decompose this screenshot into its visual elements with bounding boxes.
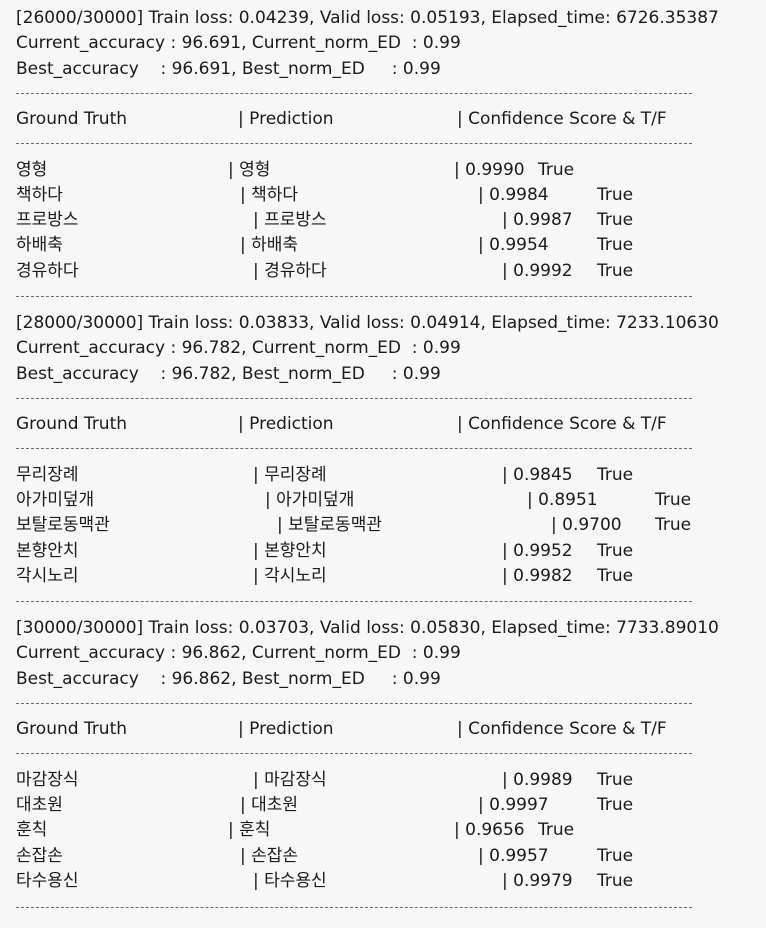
header-ground-truth: Ground Truth bbox=[16, 109, 128, 129]
row-ground-truth: 훈칙 bbox=[16, 820, 48, 840]
row-prediction: | 경유하다 bbox=[253, 261, 327, 281]
separator bbox=[16, 601, 692, 602]
best-accuracy-line: Best_accuracy : 96.782, Best_norm_ED : 0… bbox=[16, 364, 441, 384]
row-score: | 0.9992 bbox=[502, 261, 573, 281]
row-tf: True bbox=[597, 541, 634, 561]
row-tf: True bbox=[597, 210, 634, 230]
header-confidence: | Confidence Score & T/F bbox=[457, 414, 667, 434]
row-ground-truth: 타수용신 bbox=[16, 871, 79, 891]
row-ground-truth: 프로방스 bbox=[16, 210, 79, 230]
row-ground-truth: 대초원 bbox=[16, 795, 63, 815]
row-tf: True bbox=[538, 160, 575, 180]
step-line: [30000/30000] Train loss: 0.03703, Valid… bbox=[16, 618, 719, 638]
row-tf: True bbox=[597, 261, 634, 281]
row-prediction: | 무리장례 bbox=[253, 465, 327, 485]
row-tf: True bbox=[597, 846, 634, 866]
row-prediction: | 프로방스 bbox=[253, 210, 327, 230]
header-confidence: | Confidence Score & T/F bbox=[457, 109, 667, 129]
header-confidence: | Confidence Score & T/F bbox=[457, 719, 667, 739]
row-tf: True bbox=[597, 185, 634, 205]
row-tf: True bbox=[655, 515, 692, 535]
current-accuracy-line: Current_accuracy : 96.691, Current_norm_… bbox=[16, 33, 461, 53]
separator bbox=[16, 296, 692, 297]
step-line: [28000/30000] Train loss: 0.03833, Valid… bbox=[16, 313, 719, 333]
row-ground-truth: 무리장례 bbox=[16, 465, 79, 485]
row-score: | 0.9700 bbox=[551, 515, 622, 535]
row-score: | 0.9997 bbox=[478, 795, 549, 815]
row-score: | 0.9957 bbox=[478, 846, 549, 866]
row-prediction: | 하배축 bbox=[240, 235, 299, 255]
row-tf: True bbox=[655, 490, 692, 510]
row-prediction: | 대초원 bbox=[240, 795, 299, 815]
row-prediction: | 책하다 bbox=[240, 185, 299, 205]
current-accuracy-line: Current_accuracy : 96.782, Current_norm_… bbox=[16, 338, 461, 358]
row-prediction: | 영형 bbox=[228, 160, 271, 180]
row-tf: True bbox=[597, 770, 634, 790]
row-tf: True bbox=[597, 795, 634, 815]
best-accuracy-line: Best_accuracy : 96.691, Best_norm_ED : 0… bbox=[16, 59, 441, 79]
row-score: | 0.9990 bbox=[454, 160, 525, 180]
row-ground-truth: 경유하다 bbox=[16, 261, 79, 281]
row-ground-truth: 각시노리 bbox=[16, 566, 79, 586]
row-ground-truth: 영형 bbox=[16, 160, 48, 180]
row-tf: True bbox=[597, 235, 634, 255]
row-prediction: | 각시노리 bbox=[253, 566, 327, 586]
row-score: | 0.9989 bbox=[502, 770, 573, 790]
row-score: | 0.9982 bbox=[502, 566, 573, 586]
separator bbox=[16, 753, 692, 754]
row-ground-truth: 아가미덮개 bbox=[16, 490, 95, 510]
row-prediction: | 타수용신 bbox=[253, 871, 327, 891]
row-tf: True bbox=[597, 871, 634, 891]
header-prediction: | Prediction bbox=[238, 719, 334, 739]
row-ground-truth: 본향안치 bbox=[16, 541, 79, 561]
row-ground-truth: 하배축 bbox=[16, 235, 63, 255]
row-score: | 0.8951 bbox=[527, 490, 598, 510]
row-tf: True bbox=[597, 566, 634, 586]
best-accuracy-line: Best_accuracy : 96.862, Best_norm_ED : 0… bbox=[16, 669, 441, 689]
row-score: | 0.9987 bbox=[502, 210, 573, 230]
row-tf: True bbox=[597, 465, 634, 485]
row-prediction: | 아가미덮개 bbox=[265, 490, 355, 510]
row-ground-truth: 마감장식 bbox=[16, 770, 79, 790]
separator bbox=[16, 143, 692, 144]
separator bbox=[16, 448, 692, 449]
header-ground-truth: Ground Truth bbox=[16, 414, 128, 434]
row-ground-truth: 손잡손 bbox=[16, 846, 63, 866]
row-prediction: | 본향안치 bbox=[253, 541, 327, 561]
header-prediction: | Prediction bbox=[238, 109, 334, 129]
row-tf: True bbox=[538, 820, 575, 840]
header-ground-truth: Ground Truth bbox=[16, 719, 128, 739]
separator bbox=[16, 907, 692, 908]
row-score: | 0.9656 bbox=[454, 820, 525, 840]
row-ground-truth: 책하다 bbox=[16, 185, 63, 205]
row-score: | 0.9984 bbox=[478, 185, 549, 205]
row-prediction: | 보탈로동맥관 bbox=[277, 515, 382, 535]
separator bbox=[16, 398, 692, 399]
row-score: | 0.9954 bbox=[478, 235, 549, 255]
current-accuracy-line: Current_accuracy : 96.862, Current_norm_… bbox=[16, 643, 461, 663]
row-score: | 0.9845 bbox=[502, 465, 573, 485]
separator bbox=[16, 93, 692, 94]
row-prediction: | 훈칙 bbox=[228, 820, 271, 840]
row-prediction: | 손잡손 bbox=[240, 846, 299, 866]
row-score: | 0.9979 bbox=[502, 871, 573, 891]
header-prediction: | Prediction bbox=[238, 414, 334, 434]
row-score: | 0.9952 bbox=[502, 541, 573, 561]
separator bbox=[16, 703, 692, 704]
row-prediction: | 마감장식 bbox=[253, 770, 327, 790]
row-ground-truth: 보탈로동맥관 bbox=[16, 515, 110, 535]
step-line: [26000/30000] Train loss: 0.04239, Valid… bbox=[16, 8, 719, 28]
